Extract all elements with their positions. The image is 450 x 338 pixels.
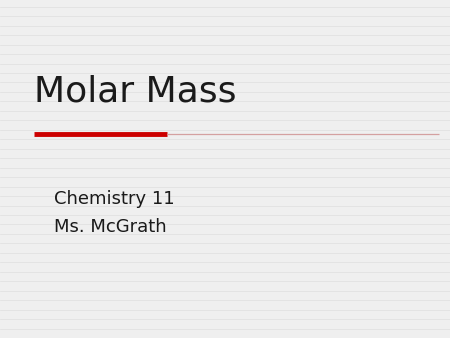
Text: Molar Mass: Molar Mass [34, 74, 236, 108]
Text: Chemistry 11
Ms. McGrath: Chemistry 11 Ms. McGrath [54, 190, 175, 236]
